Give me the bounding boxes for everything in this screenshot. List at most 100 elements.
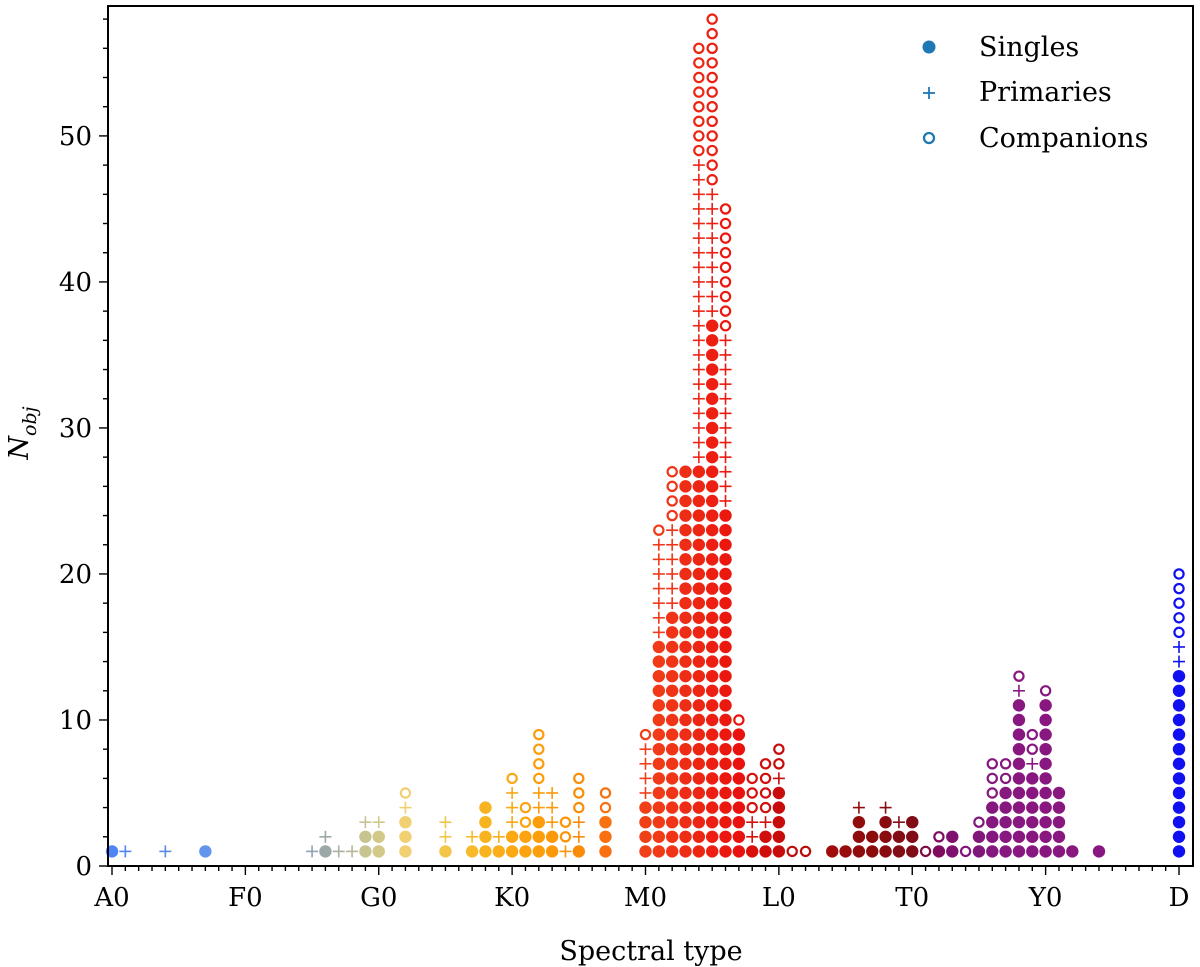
single-marker bbox=[679, 757, 692, 770]
single-marker bbox=[705, 830, 719, 843]
single-marker bbox=[1039, 815, 1052, 829]
single-marker bbox=[705, 742, 719, 756]
single-marker bbox=[599, 815, 612, 829]
single-marker bbox=[652, 757, 666, 770]
single-marker bbox=[639, 845, 652, 858]
single-marker bbox=[679, 669, 692, 683]
single-marker bbox=[1052, 786, 1066, 800]
x-tick-label-L0: L0 bbox=[762, 883, 796, 913]
companion-marker bbox=[693, 130, 705, 142]
single-marker bbox=[1026, 815, 1039, 829]
legend-companions-marker bbox=[922, 131, 936, 145]
primary-marker bbox=[532, 801, 545, 814]
single-marker bbox=[946, 830, 959, 843]
primary-marker bbox=[306, 845, 319, 858]
single-marker bbox=[1012, 801, 1026, 814]
single-marker bbox=[705, 465, 719, 478]
single-marker bbox=[652, 786, 666, 800]
single-marker bbox=[839, 845, 852, 858]
companion-marker bbox=[799, 845, 812, 858]
single-marker bbox=[679, 611, 692, 624]
companion-marker bbox=[706, 144, 718, 157]
single-marker bbox=[679, 465, 692, 478]
single-marker bbox=[999, 786, 1012, 800]
single-marker bbox=[652, 713, 666, 727]
companion-marker bbox=[746, 772, 758, 785]
companion-marker bbox=[573, 772, 585, 785]
x-tick-label-A0: A0 bbox=[93, 883, 129, 913]
companion-marker bbox=[666, 480, 678, 493]
primary-marker bbox=[546, 801, 559, 814]
companion-marker bbox=[773, 743, 785, 755]
single-marker bbox=[1039, 728, 1052, 741]
single-marker bbox=[692, 582, 706, 595]
primary-marker bbox=[719, 465, 732, 478]
single-marker bbox=[1039, 772, 1052, 785]
single-marker bbox=[665, 757, 679, 770]
primary-marker bbox=[652, 553, 665, 566]
companion-marker bbox=[399, 787, 412, 799]
single-marker bbox=[692, 786, 706, 800]
single-marker bbox=[705, 377, 719, 391]
legend-primaries-label: Primaries bbox=[979, 77, 1112, 108]
single-marker bbox=[679, 845, 692, 858]
single-marker bbox=[1052, 801, 1066, 814]
companion-marker bbox=[719, 290, 732, 303]
single-marker bbox=[999, 830, 1012, 843]
companion-marker bbox=[706, 101, 718, 113]
single-marker bbox=[679, 742, 692, 756]
single-marker bbox=[759, 830, 772, 843]
single-marker bbox=[1172, 772, 1186, 785]
single-marker bbox=[986, 801, 999, 814]
companion-marker bbox=[533, 728, 545, 741]
single-marker bbox=[692, 845, 706, 858]
single-marker bbox=[1039, 786, 1052, 800]
primary-marker bbox=[706, 202, 719, 215]
legend-singles-label: Singles bbox=[979, 32, 1079, 63]
single-marker bbox=[1172, 713, 1186, 727]
single-marker bbox=[399, 845, 412, 858]
primary-marker bbox=[706, 261, 719, 274]
primary-marker bbox=[692, 421, 705, 434]
primary-marker bbox=[506, 786, 519, 799]
single-marker bbox=[732, 772, 746, 785]
companion-marker bbox=[786, 845, 798, 858]
single-marker bbox=[665, 815, 679, 829]
single-marker bbox=[705, 640, 719, 654]
companion-marker bbox=[759, 787, 772, 799]
companion-marker bbox=[533, 758, 545, 770]
companion-marker bbox=[719, 276, 732, 288]
single-marker bbox=[652, 801, 666, 814]
companion-marker bbox=[666, 509, 678, 522]
primary-marker bbox=[652, 626, 665, 639]
single-marker bbox=[1092, 845, 1106, 858]
single-marker bbox=[1172, 786, 1186, 800]
single-marker bbox=[692, 757, 706, 770]
single-marker bbox=[679, 684, 692, 697]
single-marker bbox=[639, 801, 652, 814]
primary-marker bbox=[706, 305, 719, 318]
single-marker bbox=[732, 757, 746, 770]
single-marker bbox=[972, 845, 986, 858]
single-marker bbox=[1026, 830, 1039, 843]
single-marker bbox=[746, 845, 759, 858]
single-marker bbox=[692, 480, 706, 493]
y-tick-label-20: 20 bbox=[59, 560, 92, 590]
single-marker bbox=[1039, 757, 1052, 770]
primary-marker bbox=[719, 334, 732, 347]
single-marker bbox=[719, 538, 732, 551]
single-marker bbox=[719, 830, 732, 843]
single-marker bbox=[719, 553, 732, 566]
single-marker bbox=[879, 845, 892, 858]
single-marker bbox=[1172, 728, 1186, 741]
single-marker bbox=[705, 596, 719, 610]
single-marker bbox=[679, 596, 692, 610]
companion-marker bbox=[706, 130, 718, 142]
single-marker bbox=[1012, 786, 1026, 800]
single-marker bbox=[1052, 845, 1066, 858]
single-marker bbox=[1012, 699, 1026, 712]
single-marker bbox=[772, 786, 786, 800]
single-marker bbox=[826, 845, 839, 858]
single-marker bbox=[1026, 801, 1039, 814]
